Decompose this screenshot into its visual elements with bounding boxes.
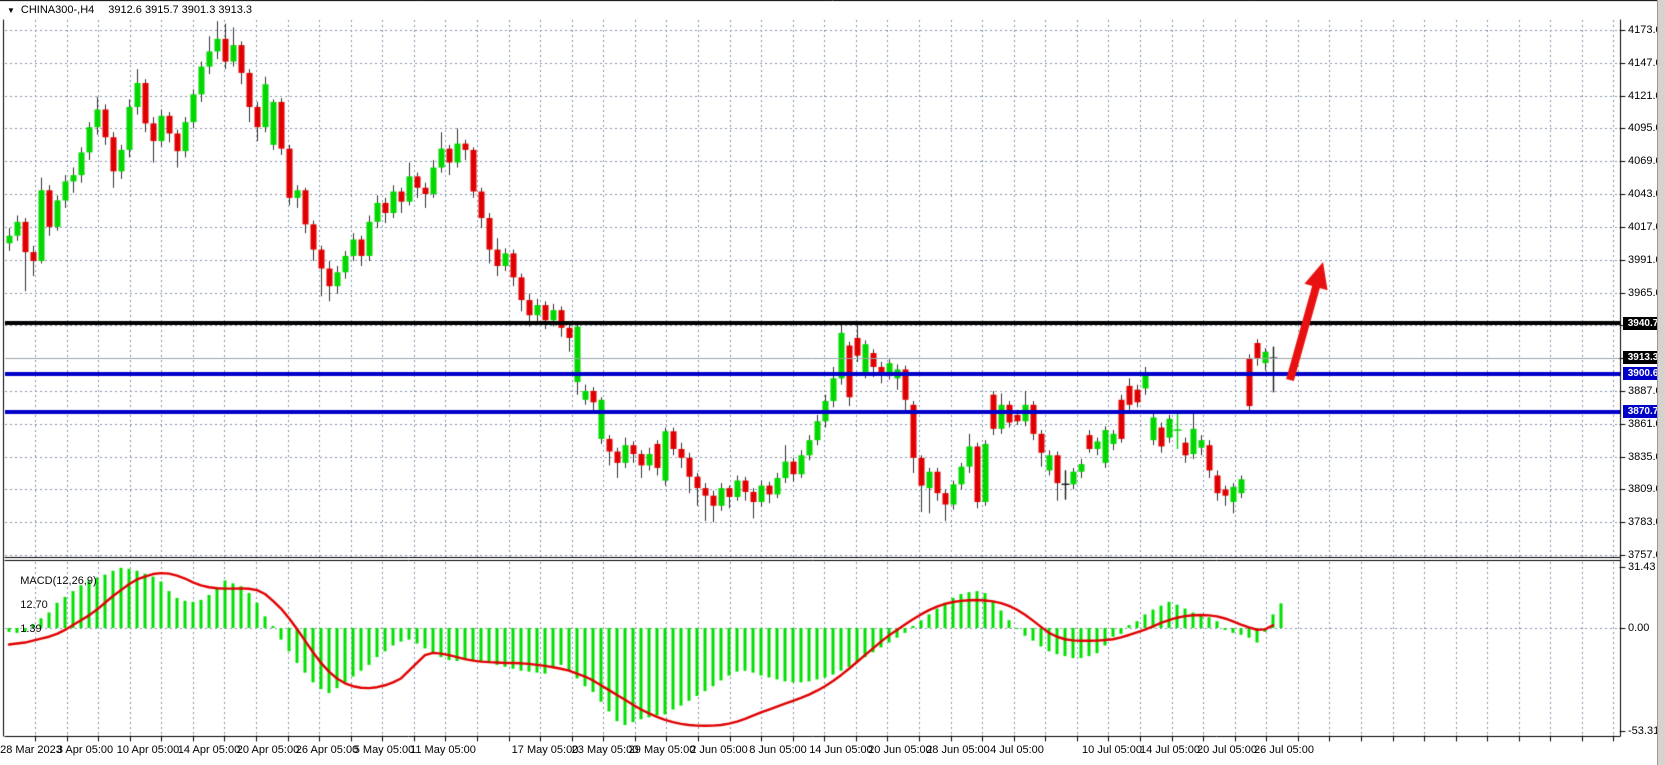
window-edge-strip	[1657, 0, 1665, 765]
macd-axis-tick: 31.43	[1628, 561, 1656, 573]
time-axis-label: 4 Jul 05:00	[990, 744, 1044, 756]
macd-params-label: MACD(12,26,9)	[20, 575, 97, 587]
ohlc-quote-readout: 3912.6 3915.7 3901.3 3913.3	[108, 4, 253, 16]
time-axis-label: 2 Jun 05:00	[690, 744, 748, 756]
time-axis-label: 14 Jul 05:00	[1140, 744, 1200, 756]
time-axis-label: 29 May 05:00	[628, 744, 696, 756]
price-axis-tick: 3783.0	[1628, 516, 1662, 529]
price-level-badge[interactable]: 3940.7	[1623, 316, 1663, 330]
chart-title-bar: ▼ CHINA300-,H4 3912.6 3915.7 3901.3 3913…	[7, 4, 252, 16]
time-axis-label: 8 Jun 05:00	[749, 744, 807, 756]
macd-main-value: 12.70	[20, 599, 48, 611]
time-axis-label: 28 Mar 2023	[0, 744, 62, 756]
price-level-badge[interactable]: 3913.3	[1623, 351, 1663, 365]
price-axis-tick: 4069.0	[1628, 155, 1662, 168]
macd-signal-value: 1.39	[20, 623, 42, 635]
time-axis-label: 3 Apr 05:00	[56, 744, 114, 756]
time-axis-label: 10 Jul 05:00	[1082, 744, 1142, 756]
macd-axis-tick: 0.00	[1628, 622, 1650, 634]
time-axis-label: 20 Jun 05:00	[868, 744, 932, 756]
time-axis-label: 26 Apr 05:00	[295, 744, 359, 756]
price-axis-tick: 3965.0	[1628, 286, 1662, 299]
price-axis-tick: 3861.0	[1628, 417, 1662, 430]
time-axis-label: 26 Jul 05:00	[1254, 744, 1314, 756]
price-axis-tick: 4095.0	[1628, 122, 1662, 135]
price-axis-tick: 3887.0	[1628, 384, 1662, 397]
time-axis-label: 14 Apr 05:00	[177, 744, 241, 756]
price-axis-tick: 4147.0	[1628, 56, 1662, 69]
time-axis-label: 17 May 05:00	[511, 744, 579, 756]
time-axis-label: 20 Jul 05:00	[1197, 744, 1257, 756]
price-level-badge[interactable]: 3870.7	[1623, 405, 1663, 418]
macd-indicator-label: MACD(12,26,9) 12.70 1.39	[8, 563, 97, 647]
price-axis-tick: 3757.0	[1628, 549, 1662, 561]
symbol-timeframe-label: CHINA300-,H4	[20, 4, 95, 16]
price-axis-tick: 4043.0	[1628, 188, 1662, 201]
time-axis-label: 20 Apr 05:00	[236, 744, 300, 756]
symbol-dropdown-icon[interactable]: ▼	[7, 5, 15, 15]
price-axis-tick: 3809.0	[1628, 483, 1662, 496]
price-axis-tick: 4017.0	[1628, 220, 1662, 233]
time-axis-label: 23 May 05:00	[571, 744, 639, 756]
price-axis-tick: 4173.0	[1628, 24, 1662, 36]
time-axis-label: 11 May 05:00	[410, 744, 476, 756]
price-level-badge[interactable]: 3900.6	[1623, 367, 1663, 381]
time-axis-label: 28 Jun 05:00	[926, 744, 990, 756]
time-axis-label: 5 May 05:00	[353, 744, 415, 756]
time-axis-label: 14 Jun 05:00	[809, 744, 873, 756]
price-axis-tick: 3991.0	[1628, 253, 1662, 266]
time-axis-label: 10 Apr 05:00	[116, 744, 180, 756]
macd-axis-tick: -53.31	[1628, 725, 1660, 738]
price-axis-tick: 4121.0	[1628, 89, 1662, 102]
price-axis-tick: 3835.0	[1628, 450, 1662, 463]
